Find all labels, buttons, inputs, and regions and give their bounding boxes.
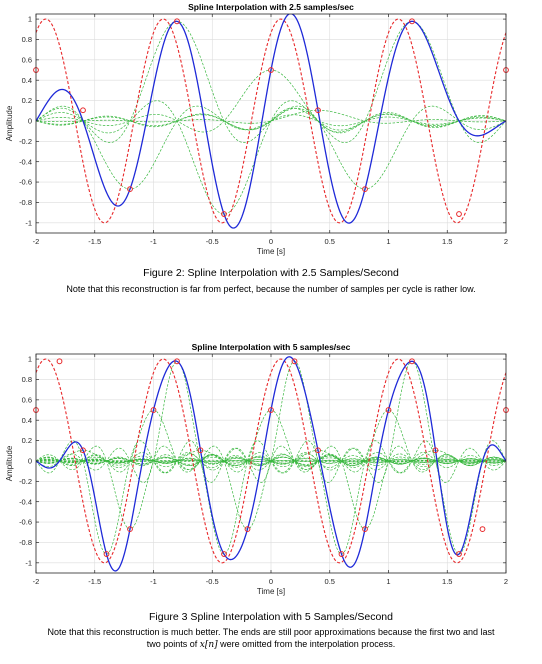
- sample-point: [432, 447, 439, 454]
- x-tick-label: -1: [150, 237, 157, 246]
- figure-3-note: Note that this reconstruction is much be…: [0, 626, 542, 651]
- figure-2-caption: Figure 2: Spline Interpolation with 2.5 …: [143, 267, 399, 279]
- x-tick-label: 0.5: [325, 237, 335, 246]
- y-tick-label: -0.8: [19, 198, 32, 207]
- x-tick-label: 0: [269, 237, 273, 246]
- y-tick-label: 0.8: [22, 35, 32, 44]
- sample-point: [174, 18, 180, 25]
- sample-point: [221, 211, 227, 217]
- sample-point: [385, 407, 392, 413]
- component-curve: [36, 109, 506, 124]
- x-tick-label: 1.5: [442, 577, 452, 586]
- sample-point: [291, 358, 298, 365]
- y-tick-label: 0.2: [22, 436, 32, 445]
- x-tick-label: -1: [150, 577, 157, 586]
- original-signal-line: [36, 18, 506, 224]
- plot-series: [36, 356, 506, 572]
- original-signal-line: [36, 358, 506, 564]
- sample-point: [80, 447, 86, 454]
- y-axis-label: Amplitude: [5, 445, 14, 481]
- x-tick-label: -2: [33, 237, 40, 246]
- sample-point: [197, 447, 204, 454]
- y-tick-label: -0.2: [19, 137, 32, 146]
- reconstruction-line: [36, 356, 506, 572]
- chart-spline-2p5: -2 -1.5 -1 -0.5 0 0.5 1 1.5 2 1 0.8 0.6 0.4 0.2 0 -0.2 -…: [5, 2, 509, 256]
- y-tick-label: -1: [25, 558, 32, 567]
- sample-point: [103, 551, 110, 557]
- y-tick-label: -0.6: [19, 178, 32, 187]
- figure-3-caption: Figure 3 Spline Interpolation with 5 Sam…: [149, 611, 393, 623]
- x-tick-label: 2: [504, 577, 508, 586]
- y-tick-label: 0: [28, 457, 32, 466]
- component-curve: [36, 440, 506, 555]
- y-tick-label: -0.4: [19, 497, 32, 506]
- component-curve: [36, 445, 506, 530]
- chart-spline-5: -2 -1.5 -1 -0.5 0 0.5 1 1.5 2 1 0.8 0.6 0.4 0.2 0 -0.2 -…: [5, 342, 509, 596]
- component-curve: [36, 449, 506, 464]
- component-curve: [36, 445, 506, 530]
- reconstruction-line: [36, 14, 506, 229]
- y-tick-label: 0.4: [22, 416, 32, 425]
- sample-point: [268, 407, 274, 413]
- y-tick-label: 0: [28, 117, 32, 126]
- sample-point: [174, 358, 180, 365]
- y-axis-label: Amplitude: [5, 105, 14, 141]
- x-tick-label: 1.5: [442, 237, 452, 246]
- figure-3-note-line2-post: were omitted from the interpolation proc…: [217, 639, 396, 649]
- x-tick-label: -1.5: [88, 577, 101, 586]
- figure-3-note-math: x[n]: [199, 640, 218, 650]
- sample-point: [338, 551, 345, 557]
- component-curve: [36, 105, 506, 190]
- sample-point: [127, 526, 133, 532]
- y-tick-label: -0.4: [19, 157, 32, 166]
- sample-point: [362, 526, 368, 532]
- component-curve: [36, 449, 506, 464]
- y-tick-label: 0.2: [22, 96, 32, 105]
- x-tick-label: 1: [386, 577, 390, 586]
- y-tick-label: 0.8: [22, 375, 32, 384]
- sample-point: [479, 526, 486, 532]
- sample-point: [268, 67, 274, 73]
- chart-title: Spline Interpolation with 5 samples/sec: [192, 342, 351, 352]
- sample-point: [456, 551, 462, 557]
- component-curve: [36, 445, 506, 530]
- y-tick-label: 0.6: [22, 395, 32, 404]
- y-tick-label: 0.4: [22, 76, 32, 85]
- x-tick-label: -0.5: [206, 237, 219, 246]
- sample-point: [315, 447, 321, 454]
- component-curve: [36, 20, 506, 143]
- y-tick-label: 1: [28, 355, 32, 364]
- y-tick-label: 0.6: [22, 55, 32, 64]
- sample-point: [244, 526, 251, 532]
- x-tick-label: -2: [33, 577, 40, 586]
- sample-point: [362, 186, 368, 192]
- sample-point: [409, 18, 415, 25]
- x-axis-label: Time [s]: [257, 587, 285, 596]
- figure-2-note: Note that this reconstruction is far fro…: [66, 284, 476, 294]
- x-tick-label: 1: [386, 237, 390, 246]
- sample-point: [315, 107, 321, 114]
- y-tick-label: -1: [25, 218, 32, 227]
- sample-point: [221, 551, 227, 557]
- x-tick-label: -1.5: [88, 237, 101, 246]
- x-tick-label: 2: [504, 237, 508, 246]
- sample-point: [80, 107, 86, 114]
- y-tick-label: -0.6: [19, 518, 32, 527]
- figure-3-note-line1: Note that this reconstruction is much be…: [47, 627, 495, 637]
- sample-point: [150, 407, 157, 413]
- x-axis-label: Time [s]: [257, 247, 285, 256]
- y-tick-label: -0.2: [19, 477, 32, 486]
- sample-point: [409, 358, 415, 365]
- sample-point: [456, 211, 462, 217]
- sample-point: [127, 186, 133, 192]
- x-tick-label: -0.5: [206, 577, 219, 586]
- x-tick-label: 0.5: [325, 577, 335, 586]
- chart-title: Spline Interpolation with 2.5 samples/se…: [188, 2, 354, 12]
- y-tick-label: 1: [28, 15, 32, 24]
- figure-3-note-line2-pre: two points of: [146, 639, 200, 649]
- sample-point: [56, 358, 63, 365]
- y-tick-label: -0.8: [19, 538, 32, 547]
- plot-series: [36, 14, 506, 229]
- x-tick-label: 0: [269, 577, 273, 586]
